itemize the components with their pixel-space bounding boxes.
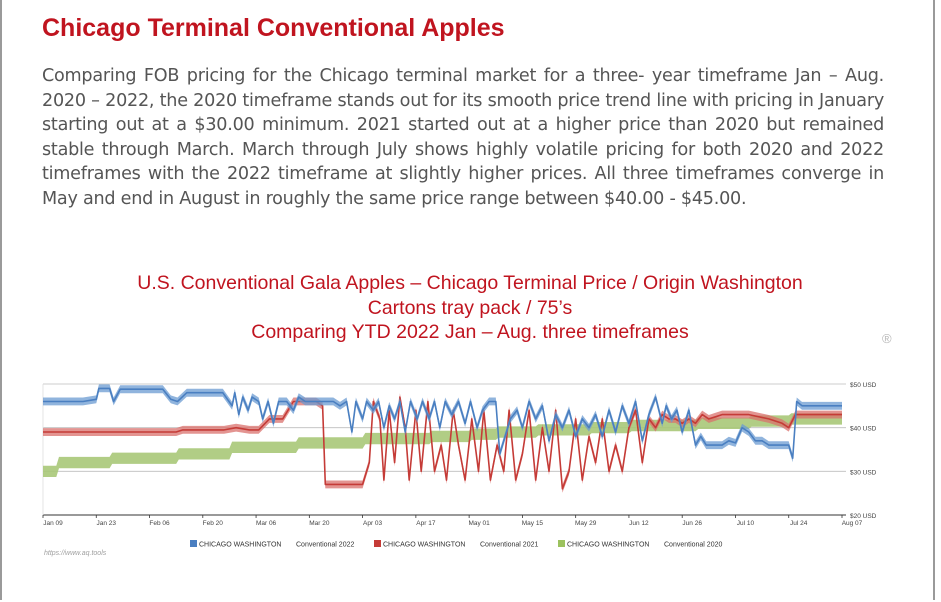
legend-series-label: Conventional 2020	[664, 542, 722, 549]
x-tick-label: Apr 03	[363, 520, 383, 527]
chart-title-line-1: U.S. Conventional Gala Apples – Chicago …	[137, 272, 803, 294]
y-tick-label: $50 USD	[850, 382, 877, 389]
x-tick-label: Jul 10	[737, 520, 755, 527]
chart-title-line-2: Cartons tray pack / 75’s	[367, 296, 573, 319]
x-tick-label: Jan 23	[97, 520, 117, 527]
registered-mark: ®	[882, 331, 892, 346]
legend-origin-label: CHICAGO WASHINGTON	[383, 542, 465, 549]
chart-title-line-3: Comparing YTD 2022 Jan – Aug. three time…	[251, 321, 689, 343]
series-line-2022	[43, 387, 842, 459]
x-tick-label: Feb 06	[149, 520, 170, 527]
legend-series-label: Conventional 2021	[480, 542, 538, 549]
x-tick-label: Apr 17	[416, 520, 436, 527]
x-tick-label: Aug 07	[842, 520, 863, 527]
x-tick-label: Jun 12	[629, 520, 649, 527]
legend-swatch	[190, 540, 197, 547]
article-heading: Chicago Terminal Conventional Apples	[42, 14, 505, 42]
x-tick-label: May 29	[575, 520, 597, 527]
y-tick-label: $20 USD	[850, 513, 877, 520]
legend-swatch	[374, 540, 381, 547]
x-tick-label: May 15	[522, 520, 544, 527]
legend-swatch	[558, 540, 565, 547]
x-tick-label: Jul 24	[790, 520, 808, 527]
x-tick-label: Jun 26	[682, 520, 702, 527]
chart-title: U.S. Conventional Gala Apples – Chicago …	[40, 271, 900, 345]
legend-origin-label: CHICAGO WASHINGTON	[199, 542, 281, 549]
x-tick-label: Feb 20	[203, 520, 224, 527]
x-tick-label: Mar 06	[256, 520, 277, 527]
legend-origin-label: CHICAGO WASHINGTON	[567, 542, 649, 549]
series-area-2022	[43, 384, 842, 463]
article-paragraph: Comparing FOB pricing for the Chicago te…	[42, 66, 884, 209]
legend-series-label: Conventional 2022	[296, 542, 354, 549]
series-area-2020	[43, 413, 842, 477]
x-tick-label: Mar 20	[309, 520, 330, 527]
y-tick-label: $40 USD	[850, 426, 877, 433]
chart-source: https://www.aq.tools	[44, 550, 107, 557]
x-tick-label: Jan 09	[43, 520, 63, 527]
y-tick-label: $30 USD	[850, 469, 877, 476]
x-tick-label: May 01	[468, 520, 490, 527]
